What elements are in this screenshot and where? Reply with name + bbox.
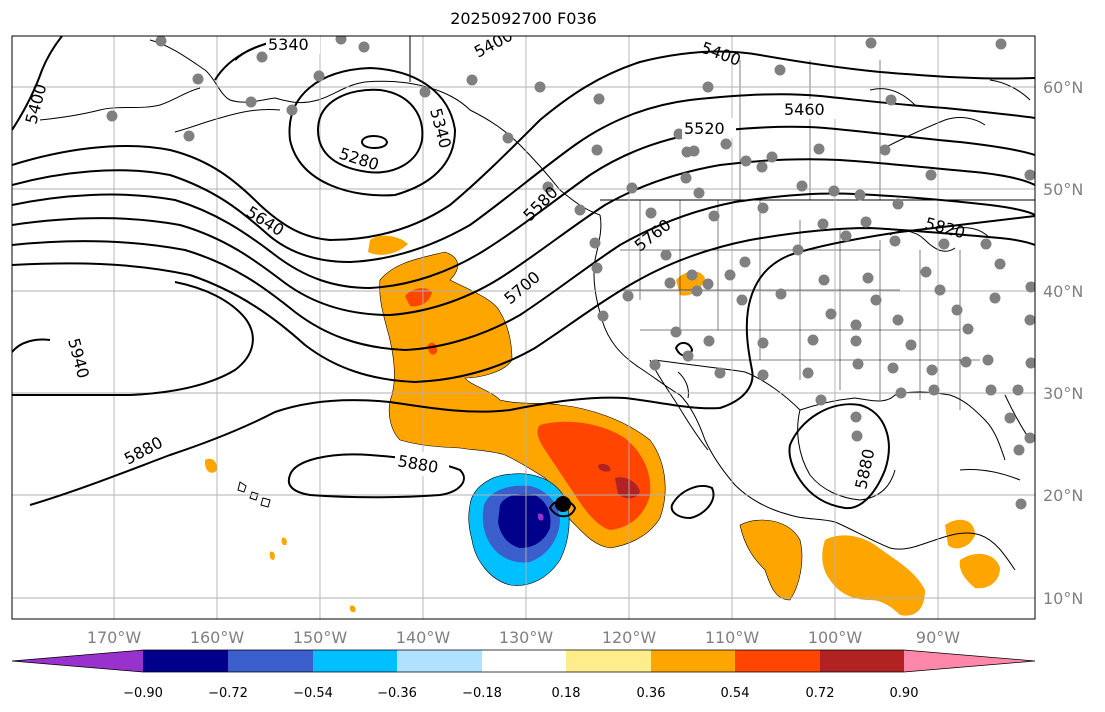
colorbar-tick-label: −0.90	[123, 686, 163, 701]
colorbar-tick-label: 0.36	[637, 686, 666, 701]
negative-shading	[468, 473, 570, 586]
colorbar-segment	[397, 650, 482, 672]
positive-shading	[204, 235, 1000, 616]
station-dots	[106, 36, 1035, 510]
lat-label: 50°N	[1043, 180, 1083, 199]
colorbar-segment	[313, 650, 397, 672]
contour-label: 5520	[684, 119, 725, 138]
colorbar-extend-min	[12, 650, 143, 672]
lon-label: 140°W	[396, 628, 451, 647]
plot-frame	[11, 35, 1036, 620]
colorbar-tick-label: 0.72	[806, 686, 835, 701]
lon-label: 130°W	[499, 628, 554, 647]
lat-label: 40°N	[1043, 282, 1083, 301]
height-contours	[12, 36, 1035, 520]
colorbar-extend-max	[904, 650, 1035, 672]
colorbar: −0.90 −0.72 −0.54 −0.36 −0.18 0.18 0.36 …	[11, 649, 1036, 701]
lat-label: 60°N	[1043, 78, 1083, 97]
colorbar-segment	[651, 650, 735, 672]
colorbar-segment	[566, 650, 651, 672]
lon-label: 170°W	[87, 628, 142, 647]
lat-label: 10°N	[1043, 589, 1083, 608]
lat-label: 20°N	[1043, 486, 1083, 505]
colorbar-tick-label: −0.72	[208, 686, 248, 701]
colorbar-tick-label: 0.18	[552, 686, 581, 701]
latitude-labels: 60°N 50°N 40°N 30°N 20°N 10°N	[1043, 78, 1083, 608]
lon-label: 100°W	[808, 628, 863, 647]
storm-center-marker	[555, 496, 571, 512]
longitude-labels: 170°W 160°W 150°W 140°W 130°W 120°W 110°…	[87, 628, 960, 647]
lon-label: 90°W	[916, 628, 960, 647]
lon-label: 160°W	[190, 628, 245, 647]
colorbar-segment	[735, 650, 820, 672]
colorbar-segment	[143, 650, 228, 672]
colorbar-tick-label: −0.36	[377, 686, 417, 701]
map-title: 2025092700 F036	[450, 9, 597, 28]
contour-label: 5340	[268, 35, 309, 54]
colorbar-segment	[228, 650, 313, 672]
colorbar-tick-label: 0.90	[890, 686, 919, 701]
colorbar-tick-label: −0.18	[462, 686, 502, 701]
colorbar-segment	[482, 650, 566, 672]
lat-label: 30°N	[1043, 384, 1083, 403]
colorbar-tick-label: −0.54	[293, 686, 333, 701]
lon-label: 120°W	[602, 628, 657, 647]
graticule	[12, 36, 1035, 619]
contour-label: 5460	[784, 100, 825, 119]
colorbar-tick-label: 0.54	[721, 686, 750, 701]
lon-label: 110°W	[705, 628, 760, 647]
colorbar-segment	[820, 650, 904, 672]
lon-label: 150°W	[293, 628, 348, 647]
